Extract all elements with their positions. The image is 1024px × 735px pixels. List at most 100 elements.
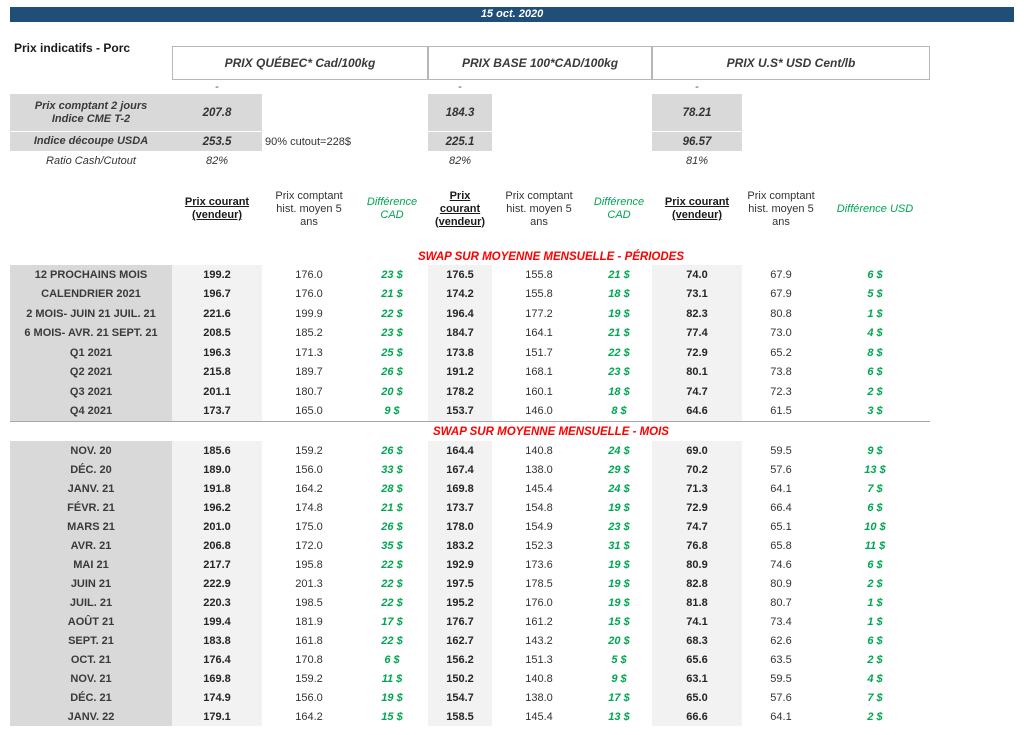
quebec-current-value: 199.2 xyxy=(172,265,262,285)
quebec-hist-value: 171.3 xyxy=(295,346,323,359)
row-label: JUIN 21 xyxy=(10,574,172,593)
quebec-diff-value: 6 $ xyxy=(384,653,400,666)
quebec-hist-value: 198.5 xyxy=(295,596,323,609)
us-diff-value: 1 $ xyxy=(867,596,883,609)
spot-base-cutout: 225.1 xyxy=(428,132,492,152)
us-diff-value: 5 $ xyxy=(867,288,883,301)
row-label: AVR. 21 xyxy=(10,536,172,555)
dash-us: - xyxy=(695,81,699,93)
quebec-diff-value: 21 $ xyxy=(381,288,403,301)
us-diff-value: 4 $ xyxy=(867,327,883,340)
base-current-value: 164.4 xyxy=(428,441,492,460)
spot-label-ratio: Ratio Cash/Cutout xyxy=(46,155,136,167)
base-diff-value: 18 $ xyxy=(608,385,630,398)
us-current-value: 70.2 xyxy=(652,460,742,479)
date-banner: 15 oct. 2020 xyxy=(10,7,1014,22)
base-diff-value: 19 $ xyxy=(608,596,630,609)
row-label: SEPT. 21 xyxy=(10,631,172,650)
row-label: 2 MOIS- JUIN 21 JUIL. 21 xyxy=(10,304,172,324)
base-current-value: 150.2 xyxy=(428,669,492,688)
quebec-diff-value: 23 $ xyxy=(381,268,403,281)
us-diff-value: 6 $ xyxy=(867,634,883,647)
base-current-value: 196.4 xyxy=(428,304,492,324)
spot-quebec-cme: 207.8 xyxy=(172,94,262,132)
base-diff-value: 15 $ xyxy=(608,615,630,628)
row-label: CALENDRIER 2021 xyxy=(10,284,172,304)
us-hist-value: 65.2 xyxy=(770,346,792,359)
quebec-current-value: 199.4 xyxy=(172,612,262,631)
quebec-current-header: Prix courant (vendeur) xyxy=(184,196,250,221)
page-title: Prix indicatifs - Porc xyxy=(14,41,131,55)
base-diff-value: 19 $ xyxy=(608,577,630,590)
us-current-value: 74.1 xyxy=(652,612,742,631)
base-hist-value: 168.1 xyxy=(525,366,553,379)
base-diff-value: 17 $ xyxy=(608,691,630,704)
us-hist-value: 80.7 xyxy=(770,596,792,609)
quebec-current-value: 176.4 xyxy=(172,650,262,669)
quebec-diff-value: 17 $ xyxy=(381,615,403,628)
base-diff-value: 19 $ xyxy=(608,307,630,320)
us-diff-value: 3 $ xyxy=(867,405,883,418)
row-label: MAI 21 xyxy=(10,555,172,574)
spot-us-ratio: 81% xyxy=(685,155,709,167)
base-current-value: 178.0 xyxy=(428,517,492,536)
quebec-current-value: 191.8 xyxy=(172,479,262,498)
dash-quebec: - xyxy=(215,81,219,93)
quebec-current-value: 208.5 xyxy=(172,323,262,343)
group-header-row: PRIX QUÉBEC* Cad/100kg PRIX BASE 100*CAD… xyxy=(10,46,930,80)
base-diff-value: 18 $ xyxy=(608,288,630,301)
base-current-value: 169.8 xyxy=(428,479,492,498)
months-title-row: SWAP SUR MOYENNE MENSUELLE - MOIS xyxy=(10,421,930,441)
quebec-diff-value: 25 $ xyxy=(381,346,403,359)
base-hist-value: 151.3 xyxy=(525,653,553,666)
quebec-hist-value: 164.2 xyxy=(295,710,323,723)
us-current-value: 71.3 xyxy=(652,479,742,498)
base-hist-value: 160.1 xyxy=(525,385,553,398)
row-label: MARS 21 xyxy=(10,517,172,536)
quebec-current-value: 183.8 xyxy=(172,631,262,650)
us-current-header: Prix courant (vendeur) xyxy=(664,196,730,221)
us-diff-value: 8 $ xyxy=(867,346,883,359)
base-diff-header: Différence CAD xyxy=(593,196,645,221)
us-hist-value: 73.8 xyxy=(770,366,792,379)
us-diff-value: 2 $ xyxy=(867,577,883,590)
base-hist-value: 176.0 xyxy=(525,596,553,609)
periods-section-title: SWAP SUR MOYENNE MENSUELLE - PÉRIODES xyxy=(417,250,685,263)
spot-quebec-cutout: 253.5 xyxy=(172,132,262,152)
base-hist-value: 151.7 xyxy=(525,346,553,359)
base-current-value: 176.5 xyxy=(428,265,492,285)
base-current-value: 174.2 xyxy=(428,284,492,304)
base-hist-value: 152.3 xyxy=(525,539,553,552)
quebec-current-value: 201.1 xyxy=(172,382,262,402)
base-diff-value: 24 $ xyxy=(608,444,630,457)
base-diff-value: 23 $ xyxy=(608,520,630,533)
group-header-quebec: PRIX QUÉBEC* Cad/100kg xyxy=(172,46,428,80)
us-current-value: 77.4 xyxy=(652,323,742,343)
base-hist-value: 146.0 xyxy=(525,405,553,418)
us-diff-value: 2 $ xyxy=(867,710,883,723)
quebec-current-value: 173.7 xyxy=(172,401,262,421)
base-current-value: 178.2 xyxy=(428,382,492,402)
us-diff-value: 1 $ xyxy=(867,307,883,320)
quebec-diff-value: 22 $ xyxy=(381,634,403,647)
us-diff-value: 11 $ xyxy=(864,539,886,552)
base-diff-value: 9 $ xyxy=(611,672,627,685)
row-label: NOV. 20 xyxy=(10,441,172,460)
base-current-value: 195.2 xyxy=(428,593,492,612)
quebec-hist-value: 175.0 xyxy=(295,520,323,533)
quebec-diff-value: 26 $ xyxy=(381,520,403,533)
base-current-value: 156.2 xyxy=(428,650,492,669)
base-diff-value: 13 $ xyxy=(608,710,630,723)
quebec-current-value: 174.9 xyxy=(172,688,262,707)
base-current-value: 154.7 xyxy=(428,688,492,707)
us-current-value: 76.8 xyxy=(652,536,742,555)
base-current-value: 197.5 xyxy=(428,574,492,593)
quebec-diff-value: 19 $ xyxy=(381,691,403,704)
dash-base100: - xyxy=(458,81,462,93)
quebec-hist-value: 172.0 xyxy=(295,539,323,552)
periods-rows: 12 PROCHAINS MOIS 199.2 176.0 23 $ 176.5 155.… xyxy=(10,265,930,421)
us-diff-value: 7 $ xyxy=(867,482,883,495)
row-label: JANV. 21 xyxy=(10,479,172,498)
row-label: Q1 2021 xyxy=(10,343,172,363)
